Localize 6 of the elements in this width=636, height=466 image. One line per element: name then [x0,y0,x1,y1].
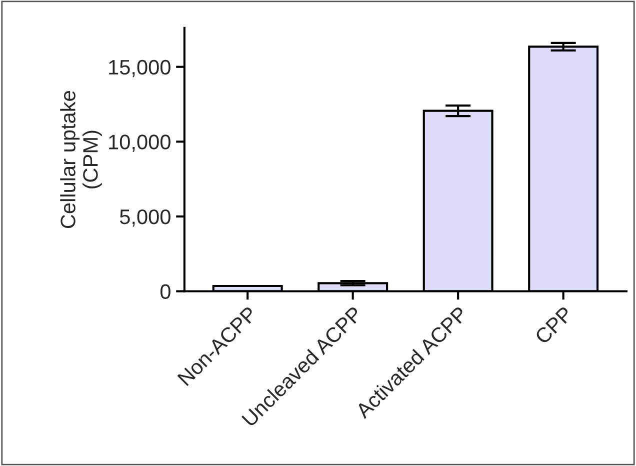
y-tick-label: 15,000 [109,60,170,78]
y-axis-title: Cellular uptake (CPM) [60,91,102,228]
y-tick-label: 5,000 [120,209,170,227]
x-tick-label: CPP [534,306,574,345]
y-tick-label: 10,000 [109,134,170,152]
y-tick-label: 0 [160,284,170,300]
